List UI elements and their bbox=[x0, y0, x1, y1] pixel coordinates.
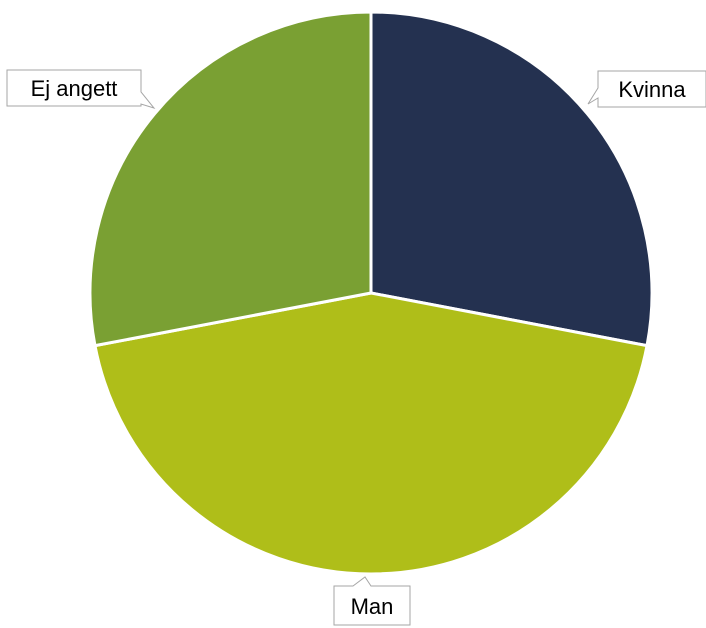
pie-labels: Kvinna Man Ej angett bbox=[6, 69, 706, 626]
pie-slice-man bbox=[93, 291, 649, 576]
pie-slice-ej-angett bbox=[88, 10, 373, 348]
slice-label-text: Ej angett bbox=[31, 76, 118, 101]
slice-label-man: Man bbox=[333, 576, 411, 626]
slice-label-ej-angett: Ej angett bbox=[6, 69, 156, 109]
slice-label-text: Kvinna bbox=[618, 77, 686, 102]
slice-label-text: Man bbox=[351, 594, 394, 619]
pie-slice-kvinna bbox=[369, 10, 654, 348]
slice-label-kvinna: Kvinna bbox=[587, 70, 706, 108]
pie-slices bbox=[88, 10, 654, 576]
